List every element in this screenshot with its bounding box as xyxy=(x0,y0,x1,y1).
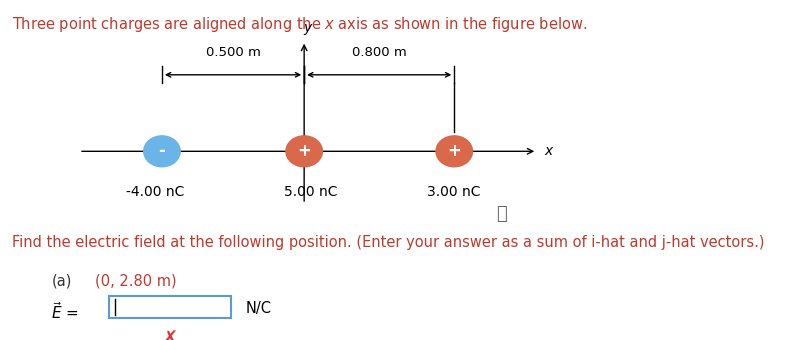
Text: $y$: $y$ xyxy=(303,22,314,37)
Text: -4.00 nC: -4.00 nC xyxy=(126,185,185,199)
Ellipse shape xyxy=(435,135,473,167)
Text: 0.800 m: 0.800 m xyxy=(352,47,407,60)
FancyBboxPatch shape xyxy=(109,296,231,318)
Text: ✗: ✗ xyxy=(162,330,179,340)
Text: ⓘ: ⓘ xyxy=(496,205,507,223)
Text: N/C: N/C xyxy=(246,301,272,316)
Text: -: - xyxy=(159,142,165,160)
Text: +: + xyxy=(297,142,311,160)
Text: 3.00 nC: 3.00 nC xyxy=(427,185,481,199)
Ellipse shape xyxy=(143,135,181,167)
Text: $\vec{E}$ =: $\vec{E}$ = xyxy=(51,301,79,322)
Text: 0.500 m: 0.500 m xyxy=(205,47,261,60)
Text: +: + xyxy=(447,142,461,160)
Text: $x$: $x$ xyxy=(544,144,555,158)
Text: (0, 2.80 m): (0, 2.80 m) xyxy=(95,274,176,289)
Ellipse shape xyxy=(285,135,323,167)
Text: Find the electric field at the following position. (Enter your answer as a sum o: Find the electric field at the following… xyxy=(12,235,765,250)
Text: (a): (a) xyxy=(51,274,72,289)
Text: 5.00 nC: 5.00 nC xyxy=(284,185,337,199)
Text: Three point charges are aligned along the $x$ axis as shown in the figure below.: Three point charges are aligned along th… xyxy=(12,15,587,34)
